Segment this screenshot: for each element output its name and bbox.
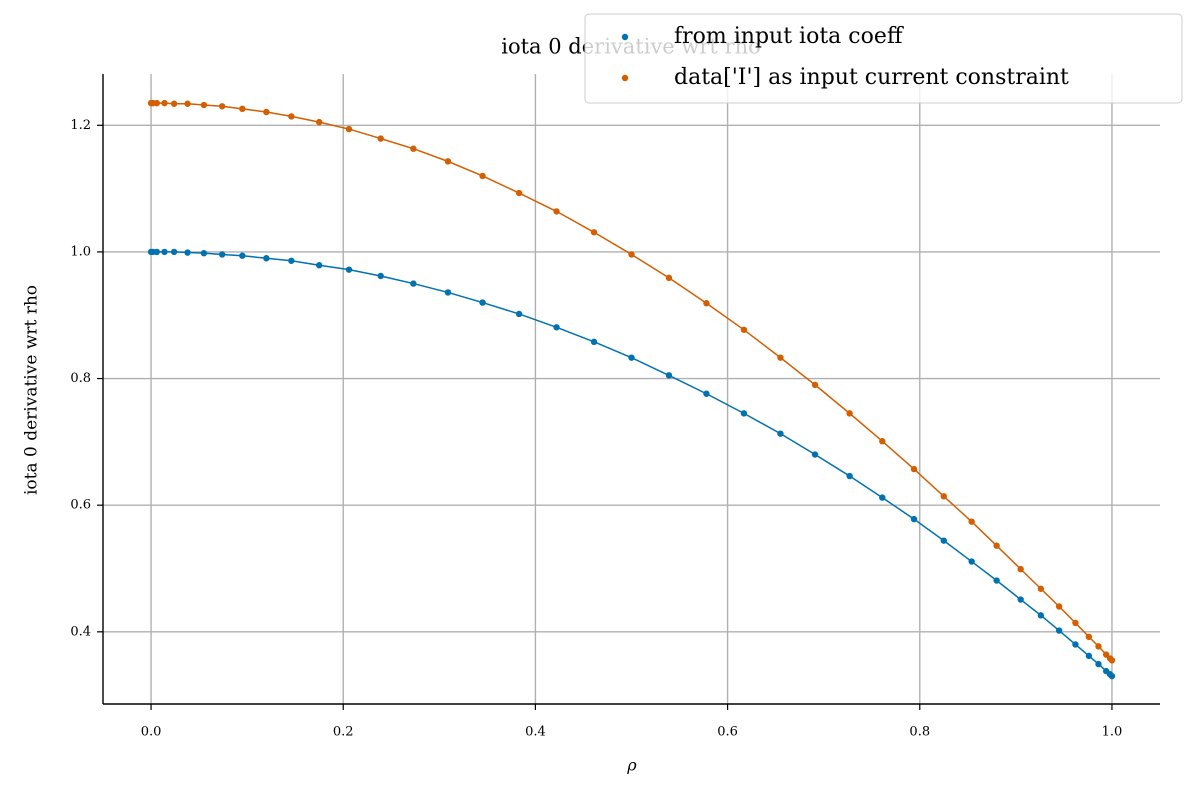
legend-marker (621, 74, 629, 82)
legend-box (584, 13, 1183, 104)
point (218, 103, 226, 110)
point (263, 108, 270, 116)
point (1055, 603, 1063, 610)
point (170, 100, 178, 107)
legend-label: from input iota coeff (674, 24, 904, 49)
point (288, 113, 295, 120)
point (968, 518, 975, 525)
point (184, 100, 191, 107)
point (846, 410, 853, 417)
point (703, 390, 710, 397)
point (218, 251, 226, 258)
y-tick-label: 0.6 (70, 498, 91, 513)
point (846, 472, 853, 480)
series-line (151, 102, 1113, 661)
point (777, 430, 784, 437)
y-tick-label: 0.4 (70, 624, 91, 639)
point (239, 252, 246, 259)
point (377, 272, 384, 280)
point (1055, 627, 1063, 634)
point (1037, 585, 1045, 592)
x-axis-label: ρ (626, 756, 637, 775)
point (1095, 660, 1102, 668)
point (740, 326, 748, 333)
point (444, 158, 452, 165)
point (153, 99, 161, 107)
point (665, 372, 673, 379)
series-line (151, 251, 1113, 677)
x-tick-label: 0.2 (333, 725, 354, 740)
legend: from input iota coeff data['I'] as input … (584, 13, 1183, 104)
point (993, 542, 1000, 549)
point (879, 494, 886, 501)
point (1085, 652, 1093, 660)
x-tick-label: 0.6 (717, 725, 738, 740)
legend-marker (621, 33, 629, 41)
point (628, 251, 635, 258)
x-tick-label: 0.4 (525, 725, 546, 740)
point (628, 354, 635, 361)
point (553, 208, 560, 215)
point (153, 248, 161, 256)
point (1037, 612, 1045, 619)
point (316, 118, 323, 126)
point (239, 105, 246, 113)
point (910, 515, 918, 523)
point (665, 274, 673, 282)
y-axis-label: iota 0 derivative wrt rho (22, 285, 42, 495)
point (263, 255, 270, 262)
x-tick-label: 0.0 (141, 725, 162, 740)
point (410, 280, 417, 287)
point (288, 257, 295, 264)
point (811, 451, 819, 458)
point (993, 577, 1000, 584)
point (1017, 596, 1024, 603)
point (740, 410, 748, 417)
y-tick-label: 0.8 (70, 371, 91, 386)
point (910, 465, 918, 473)
point (590, 229, 598, 236)
point (879, 438, 886, 445)
point (479, 172, 486, 180)
point (590, 338, 598, 346)
x-tick-label: 0.8 (909, 725, 930, 740)
point (345, 266, 353, 273)
point (1072, 619, 1079, 627)
point (811, 381, 819, 389)
point (515, 310, 523, 318)
point (377, 135, 384, 142)
point (515, 189, 523, 197)
point (200, 101, 208, 109)
point (479, 299, 486, 306)
legend-label: data['I'] as input current constraint (674, 65, 1069, 90)
point (703, 300, 710, 307)
point (1072, 641, 1079, 648)
point (170, 248, 178, 256)
point (1095, 643, 1102, 650)
x-tick-label: 1.0 (1102, 725, 1123, 740)
point (1085, 633, 1093, 641)
point (200, 249, 208, 257)
point (940, 537, 947, 544)
point (184, 249, 191, 256)
point (444, 289, 452, 296)
point (161, 99, 168, 107)
point (1108, 657, 1116, 664)
point (1108, 672, 1116, 680)
point (316, 262, 323, 269)
point (940, 493, 947, 500)
point (161, 248, 168, 256)
point (553, 324, 560, 331)
point (968, 558, 975, 565)
y-tick-label: 1.2 (70, 118, 91, 133)
point (777, 354, 784, 361)
y-tick-label: 1.0 (70, 244, 91, 259)
point (345, 125, 353, 133)
point (1017, 565, 1024, 573)
point (410, 145, 417, 152)
